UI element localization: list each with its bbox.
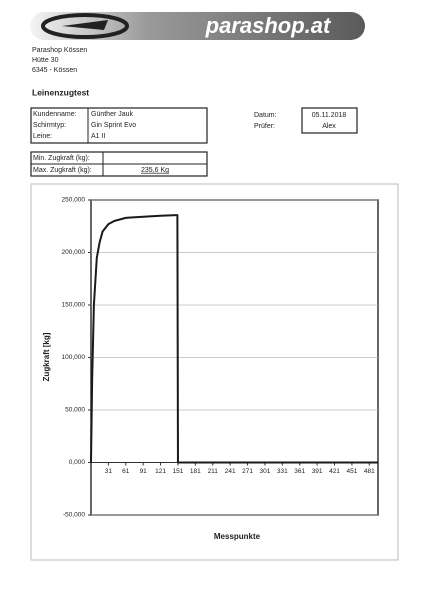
x-tick-label: 61	[122, 468, 130, 475]
field-label: Prüfer:	[254, 123, 275, 130]
logo-swoosh	[41, 13, 129, 39]
field-label: Schirmtyp:	[33, 122, 66, 129]
field-value: 05.11.2018	[312, 112, 347, 119]
x-tick-label: 31	[105, 468, 113, 475]
field-label: Min. Zugkraft (kg):	[33, 155, 90, 162]
x-tick-label: 331	[277, 468, 288, 475]
field-value: Gin Sprint Evo	[91, 122, 136, 129]
y-tick-label: 50,000	[65, 407, 85, 414]
x-tick-label: 121	[155, 468, 166, 475]
field-value: 235,6 Kg	[141, 167, 169, 174]
doc-title: Leinenzugtest	[32, 87, 89, 97]
x-tick-label: 421	[329, 468, 340, 475]
customer-box	[30, 107, 208, 144]
field-value: Alex	[322, 123, 336, 130]
x-tick-label: 451	[346, 468, 357, 475]
x-tick-label: 241	[225, 468, 236, 475]
address-line: Hütte 30	[32, 57, 59, 64]
field-label: Datum:	[254, 112, 277, 119]
field-label: Leine:	[33, 133, 52, 140]
y-tick-label: 0,000	[69, 459, 86, 466]
x-tick-label: 211	[208, 468, 219, 475]
x-axis-title: Messpunkte	[214, 532, 261, 541]
x-tick-label: 91	[140, 468, 148, 475]
x-tick-label: 301	[260, 468, 271, 475]
data-line	[90, 214, 378, 464]
y-tick-label: 250,000	[62, 197, 86, 204]
field-value: Günther Jauk	[91, 111, 134, 118]
x-tick-label: 181	[190, 468, 201, 475]
x-tick-label: 361	[294, 468, 305, 475]
x-tick-label: 481	[364, 468, 375, 475]
y-tick-label: 100,000	[62, 354, 86, 361]
address-line: Parashop Kössen	[32, 47, 87, 54]
field-label: Max. Zugkraft (kg):	[33, 167, 92, 174]
x-tick-label: 271	[242, 468, 253, 475]
y-tick-label: -50,000	[63, 512, 85, 519]
y-axis-title: Zugkraft [kg]	[42, 332, 51, 381]
field-value: A1 II	[91, 133, 105, 140]
field-label: Kundenname:	[33, 111, 77, 118]
address-line: 6345 - Kössen	[32, 67, 77, 74]
date-box	[301, 107, 358, 134]
y-tick-label: 200,000	[62, 249, 86, 256]
x-tick-label: 151	[173, 468, 184, 475]
logo-text: parashop.at	[205, 13, 332, 38]
y-tick-label: 150,000	[62, 302, 86, 309]
logo-arrow	[62, 20, 108, 30]
x-tick-label: 391	[312, 468, 323, 475]
